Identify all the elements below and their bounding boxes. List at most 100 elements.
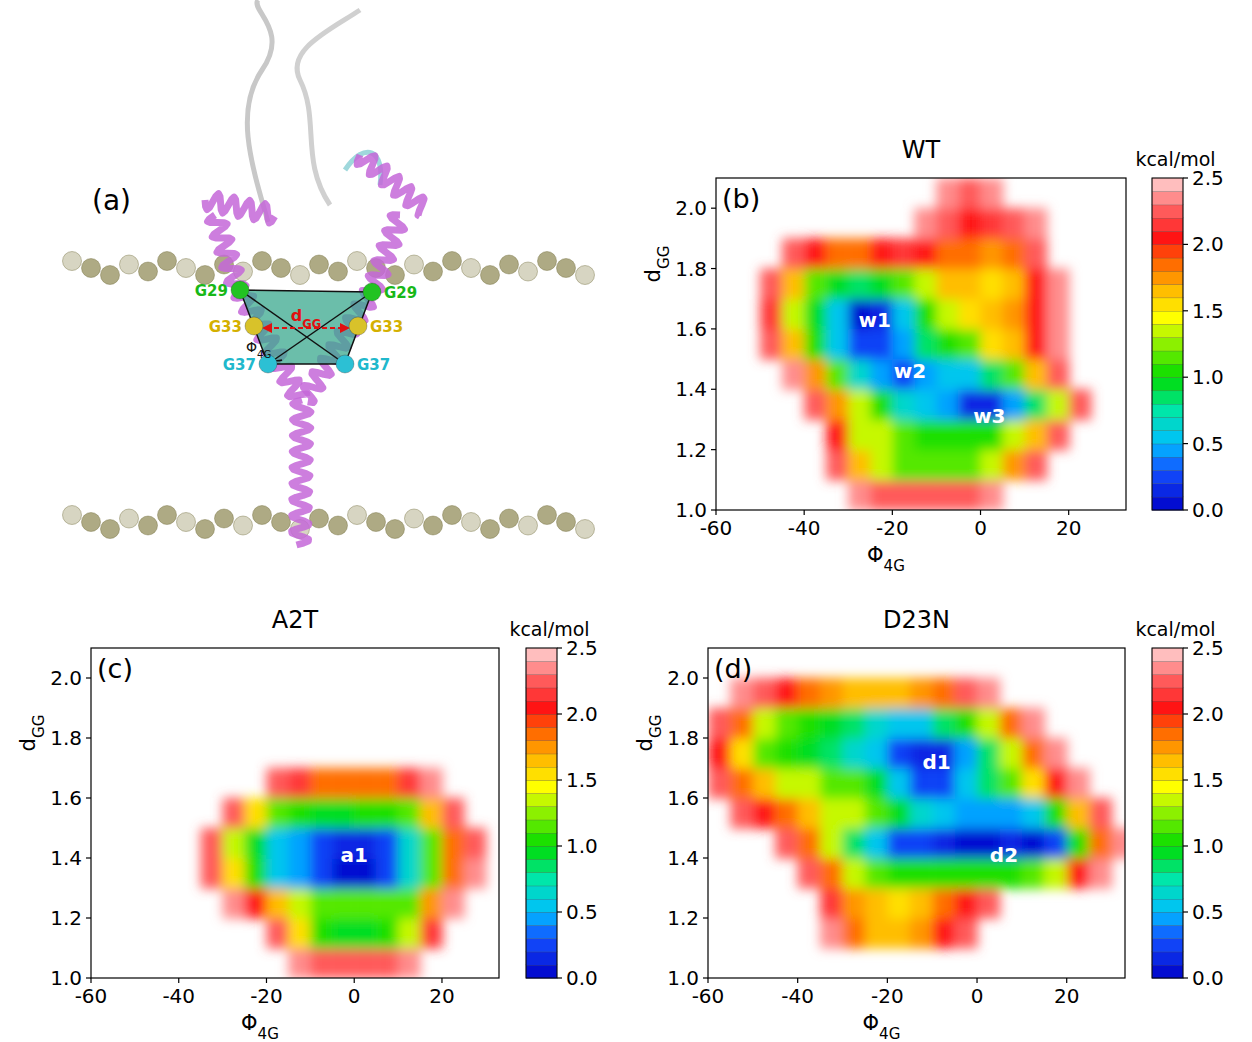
colorbar-tick-label: 1.5: [1192, 768, 1224, 792]
cell: [977, 708, 1000, 739]
colorbar-band: [1152, 364, 1183, 378]
cell: [1089, 858, 1112, 889]
cell: [730, 768, 753, 799]
colorbar: 0.00.51.01.52.02.5kcal/mol: [1135, 618, 1223, 990]
cells: [760, 178, 1091, 510]
cells-clip: [760, 178, 1091, 510]
colorbar-band: [1152, 767, 1183, 781]
colorbar-band: [526, 820, 557, 834]
cell: [1022, 828, 1045, 859]
colorbar-tick-label: 0.0: [1192, 966, 1224, 990]
cell: [782, 329, 805, 360]
cell: [775, 708, 798, 739]
cell: [266, 918, 289, 949]
colorbar-band: [1152, 661, 1183, 675]
residue-label: G29: [195, 282, 228, 300]
cell: [865, 768, 888, 799]
cell: [870, 269, 893, 300]
cell: [981, 450, 1004, 481]
colorbar-band: [1152, 284, 1183, 298]
membrane-diagram: G29G29G33G33G37G37dGGΦ4G(a): [63, 0, 595, 545]
lipid-head: [63, 506, 82, 525]
lipid-head: [500, 255, 519, 274]
residue-label: G37: [357, 356, 390, 374]
panel-letter: (a): [92, 184, 131, 217]
colorbar-band: [1152, 404, 1183, 418]
y-tick-label: 1.2: [667, 906, 699, 930]
cell: [887, 858, 910, 889]
lipid-head: [177, 259, 196, 278]
heatmap-panel: -60-40-200201.01.21.41.61.82.0Φ4GdGGWT(b…: [641, 136, 1224, 575]
y-tick: [711, 449, 716, 450]
colorbar-band: [1152, 899, 1183, 913]
colorbar-band: [526, 754, 557, 768]
cell: [981, 359, 1004, 390]
cell: [708, 768, 731, 799]
cell: [288, 768, 311, 799]
y-tick: [86, 797, 91, 798]
cell: [826, 238, 849, 269]
colorbar-band: [1152, 324, 1183, 338]
colorbar-band: [1152, 938, 1183, 952]
basin-label: d2: [990, 843, 1018, 867]
cell: [1025, 269, 1048, 300]
y-tick-label: 1.6: [50, 786, 82, 810]
cell: [1025, 359, 1048, 390]
cell: [1025, 329, 1048, 360]
cell: [442, 828, 465, 859]
colorbar-band: [1152, 965, 1183, 979]
colorbar-band: [1152, 470, 1183, 484]
cell: [955, 918, 978, 949]
x-tick: [797, 978, 798, 983]
cell: [288, 798, 311, 829]
cell: [376, 888, 399, 919]
colorbar-tick: [1183, 310, 1188, 311]
lipid-head: [329, 516, 348, 535]
basin-label: w2: [894, 359, 926, 383]
cell: [843, 858, 866, 889]
cell: [223, 828, 246, 859]
cell: [730, 708, 753, 739]
y-tick: [86, 737, 91, 738]
colorbar-tick-label: 0.0: [566, 966, 598, 990]
dihedral-plane: [240, 290, 372, 364]
cell: [936, 450, 959, 481]
cell: [223, 798, 246, 829]
lipid-head: [139, 262, 158, 281]
x-tick: [354, 978, 355, 983]
x-axis-title: Φ4G: [863, 1011, 901, 1042]
cell: [1047, 359, 1070, 390]
cell: [955, 678, 978, 709]
cell: [464, 858, 487, 889]
cell: [288, 858, 311, 889]
colorbar-band: [1152, 191, 1183, 205]
colorbar-band: [526, 727, 557, 741]
cell: [753, 678, 776, 709]
colorbar-band: [526, 938, 557, 952]
y-tick: [703, 977, 708, 978]
cell: [266, 828, 289, 859]
colorbar-tick-label: 0.5: [566, 900, 598, 924]
cell: [442, 798, 465, 829]
lipid-head: [120, 255, 139, 274]
colorbar-tick: [1183, 177, 1188, 178]
cell: [887, 768, 910, 799]
cell: [804, 329, 827, 360]
x-tick-label: -40: [781, 984, 814, 1008]
y-tick: [711, 509, 716, 510]
cell: [798, 678, 821, 709]
colorbar-band: [1152, 740, 1183, 754]
cell: [332, 798, 355, 829]
cell: [354, 948, 377, 978]
residue-label: G33: [370, 318, 403, 336]
colorbar-band: [526, 912, 557, 926]
colorbar-tick: [1183, 443, 1188, 444]
cell: [398, 858, 421, 889]
cell: [398, 768, 421, 799]
cell: [914, 450, 937, 481]
cell: [936, 178, 959, 209]
cell: [892, 269, 915, 300]
panel-title: WT: [902, 136, 941, 164]
lipid-head: [348, 252, 367, 271]
x-tick-label: 20: [1054, 984, 1079, 1008]
